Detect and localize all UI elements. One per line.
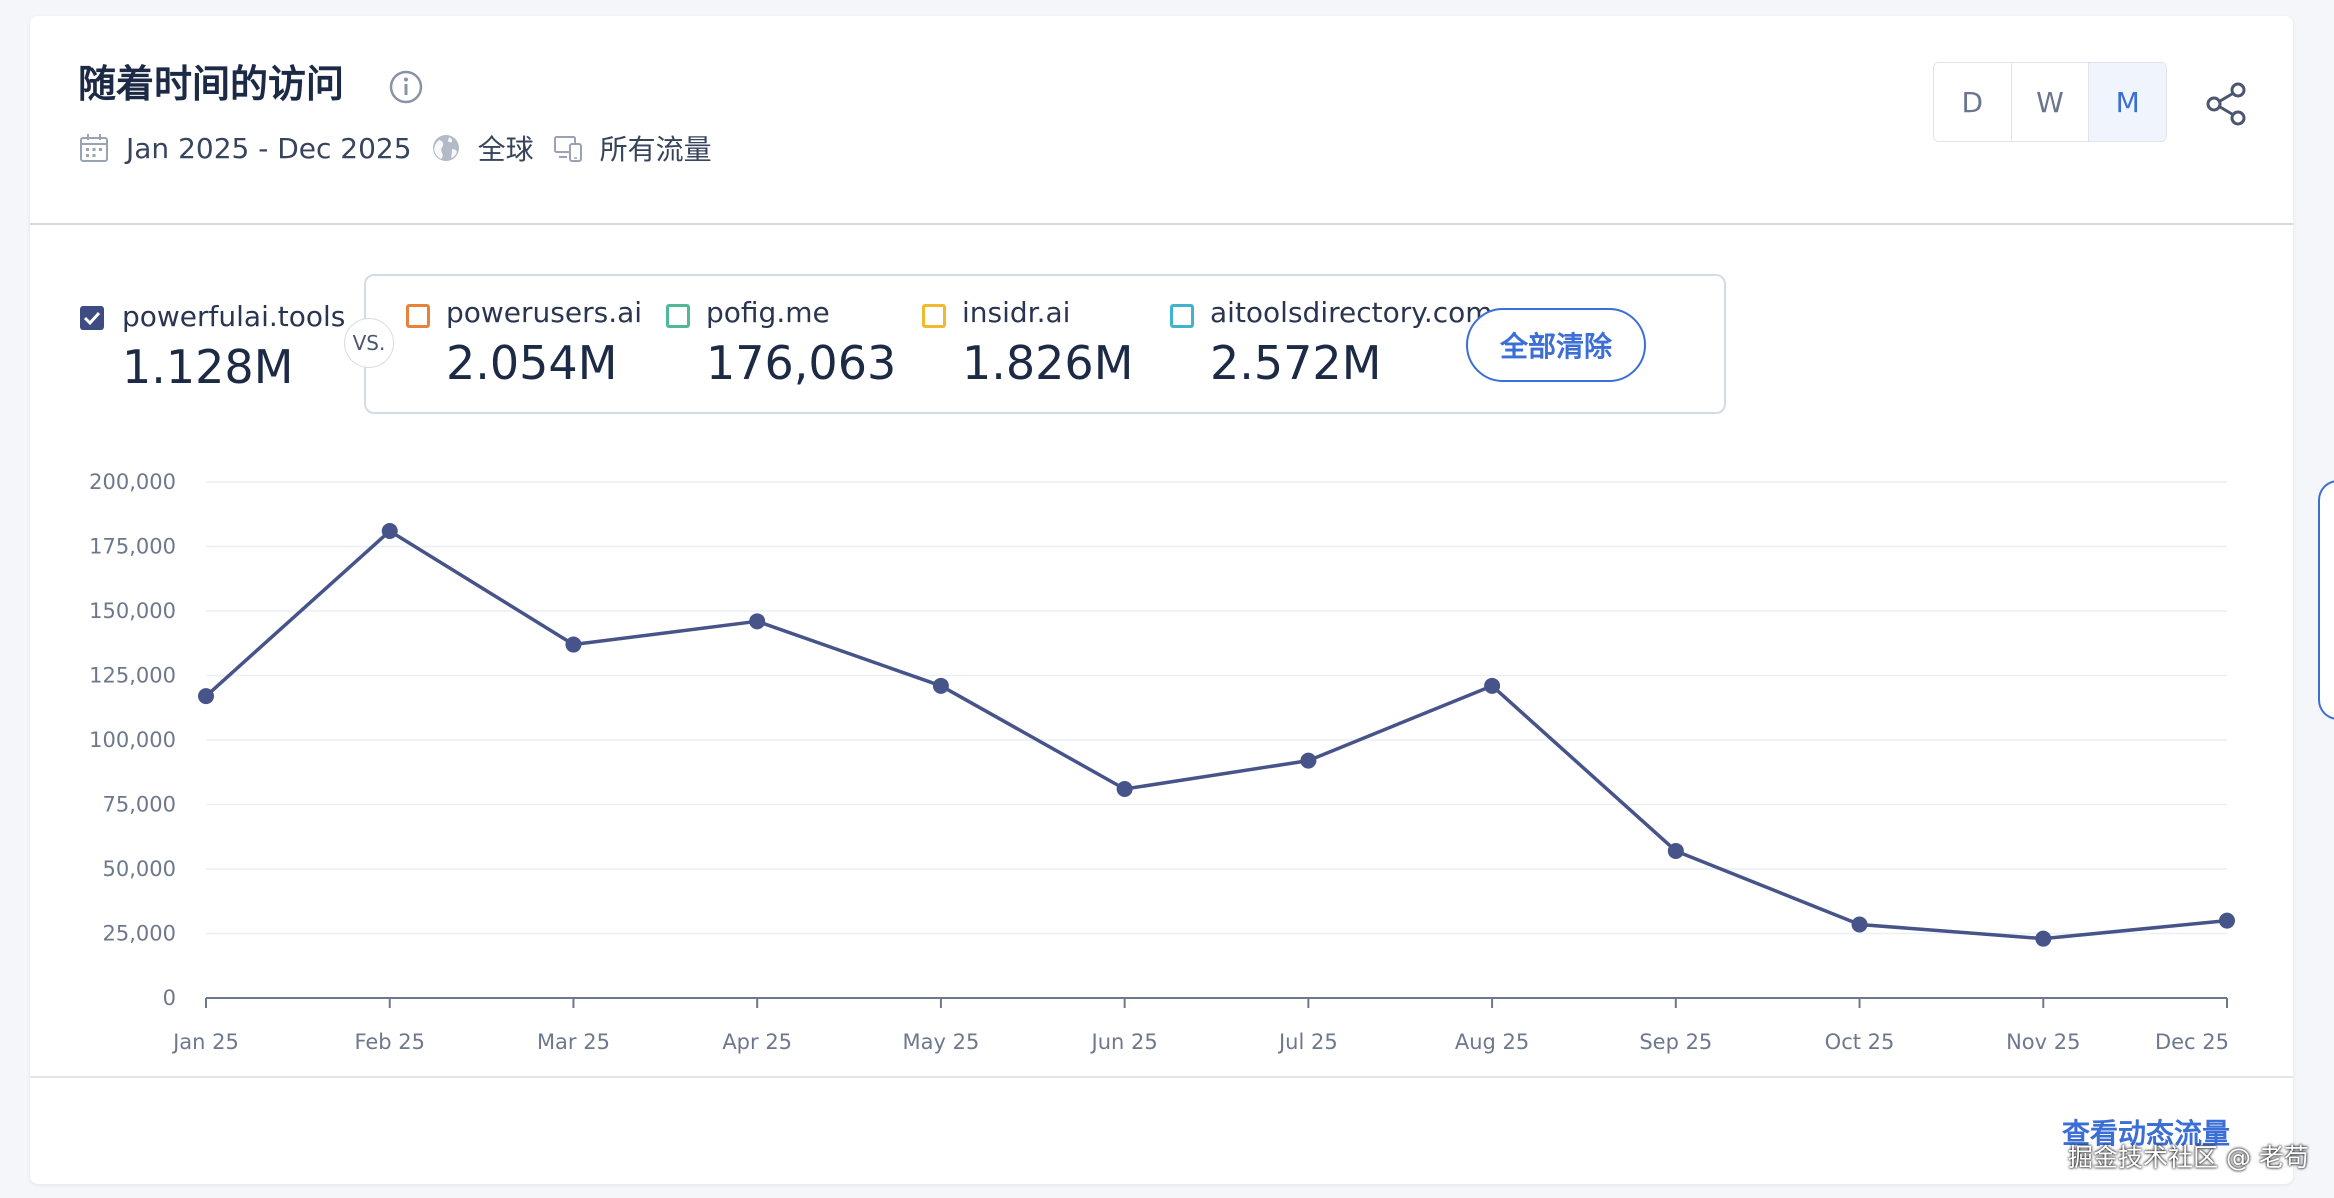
primary-site-name: powerfulai.tools	[122, 300, 346, 333]
competitor-site-name: pofig.me	[706, 296, 830, 329]
x-tick-label: May 25	[903, 1030, 980, 1054]
competitor-site-name: aitoolsdirectory.com	[1210, 296, 1493, 329]
side-panel-tab[interactable]	[2318, 480, 2334, 720]
y-tick-label: 125,000	[89, 664, 176, 688]
watermark: 掘金技术社区 @ 老苟	[2068, 1143, 2309, 1172]
card-title: 随着时间的访问	[78, 62, 345, 106]
data-point	[565, 636, 582, 653]
primary-site-value: 1.128M	[122, 340, 294, 394]
footer-divider	[30, 1076, 2293, 1078]
view-dynamic-traffic-link[interactable]: 查看动态流量	[2062, 1117, 2231, 1150]
header-divider	[30, 223, 2293, 225]
competitor-checkbox[interactable]	[922, 304, 946, 328]
data-point	[1667, 842, 1684, 859]
series-line	[204, 529, 2228, 941]
traffic-label[interactable]: 所有流量	[599, 133, 712, 166]
card-header: 随着时间的访问 Jan 2025 - Dec 2025	[30, 16, 2293, 224]
y-tick-label: 150,000	[89, 599, 176, 623]
competitor-checkbox[interactable]	[666, 304, 690, 328]
x-tick-label: Dec 25	[2155, 1030, 2229, 1054]
region-label[interactable]: 全球	[477, 133, 534, 166]
x-tick-label: Jul 25	[1277, 1030, 1338, 1054]
data-point	[749, 613, 766, 630]
granularity-month-button[interactable]: M	[2089, 63, 2166, 141]
data-point	[1300, 752, 1317, 769]
x-tick-label: Sep 25	[1639, 1030, 1712, 1054]
x-tick-label: Feb 25	[354, 1030, 425, 1054]
competitor-site-name: powerusers.ai	[446, 296, 643, 329]
competitor-site-value: 2.054M	[446, 336, 618, 390]
calendar-icon	[80, 134, 108, 162]
vs-badge: VS.	[344, 318, 394, 368]
check-icon	[83, 311, 101, 326]
data-point	[1851, 916, 1868, 933]
y-tick-label: 75,000	[103, 793, 176, 817]
x-tick-label: Nov 25	[2006, 1030, 2080, 1054]
competitor-site-value: 176,063	[706, 336, 897, 390]
competitor-site-name: insidr.ai	[962, 296, 1071, 329]
share-icon[interactable]	[2202, 80, 2250, 128]
y-tick-label: 175,000	[89, 535, 176, 559]
data-point	[198, 688, 214, 705]
info-icon[interactable]	[388, 69, 424, 105]
y-tick-label: 200,000	[89, 470, 176, 494]
competitor-checkbox[interactable]	[1170, 304, 1194, 328]
date-range[interactable]: Jan 2025 - Dec 2025	[126, 131, 412, 165]
competitor-site-value: 1.826M	[962, 336, 1134, 390]
y-tick-label: 25,000	[103, 922, 176, 946]
granularity-week-button[interactable]: W	[2011, 63, 2090, 141]
globe-icon	[432, 135, 459, 161]
visits-over-time-card: 随着时间的访问 Jan 2025 - Dec 2025	[30, 16, 2293, 1184]
data-point	[1484, 677, 1501, 694]
x-tick-label: Mar 25	[537, 1030, 610, 1054]
data-point	[1116, 781, 1133, 798]
y-tick-label: 0	[163, 986, 176, 1010]
competitor-panel: powerusers.ai 2.054M pofig.me 176,063 in…	[364, 274, 1726, 414]
primary-site-checkbox[interactable]	[80, 306, 104, 330]
data-point	[381, 523, 398, 540]
data-point	[932, 677, 949, 694]
clear-all-button[interactable]: 全部清除	[1466, 308, 1646, 382]
data-point	[2035, 930, 2052, 947]
x-tick-label: Oct 25	[1825, 1030, 1895, 1054]
granularity-day-button[interactable]: D	[1934, 63, 2012, 141]
y-tick-label: 50,000	[103, 857, 176, 881]
visits-line-chart: 0 25,000 50,000 75,000 100,000 125,000 150,000…	[89, 470, 2235, 1054]
data-point	[2219, 912, 2235, 929]
x-tick-label: Jan 25	[171, 1030, 239, 1054]
granularity-toggle: D W M	[1933, 62, 2167, 142]
devices-icon	[553, 136, 582, 162]
x-tick-label: Jun 25	[1090, 1030, 1158, 1054]
filter-meta-row: Jan 2025 - Dec 2025 全球 所有流量	[78, 128, 730, 168]
y-tick-label: 100,000	[89, 728, 176, 752]
competitor-checkbox[interactable]	[406, 304, 430, 328]
competitor-site-value: 2.572M	[1210, 336, 1382, 390]
x-tick-label: Apr 25	[722, 1030, 792, 1054]
x-tick-label: Aug 25	[1455, 1030, 1529, 1054]
